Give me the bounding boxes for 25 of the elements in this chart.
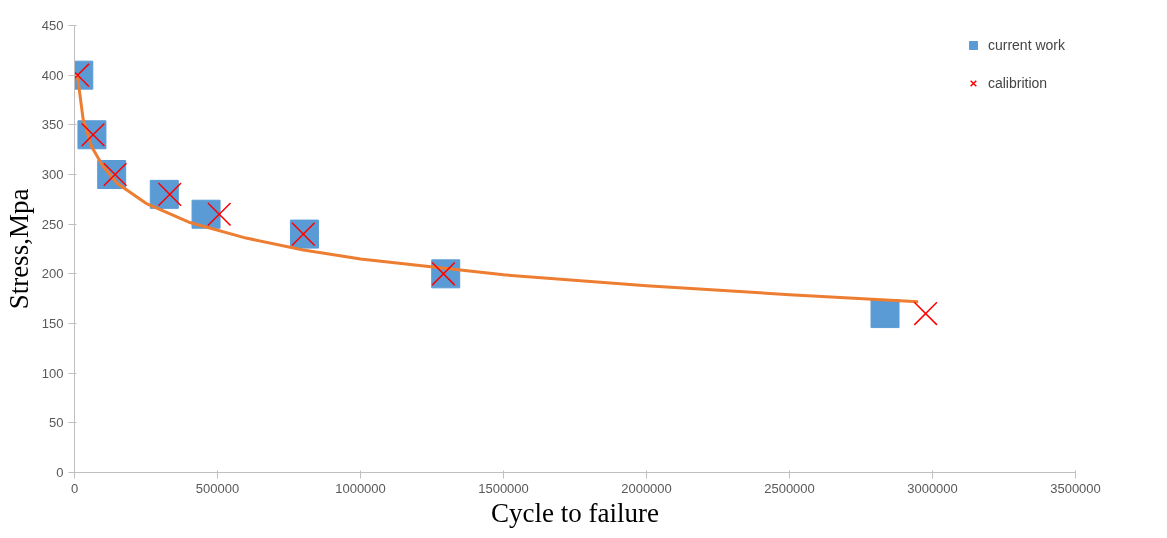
y-tick-label: 250 [41,216,64,232]
x-axis-title: Cycle to failure [491,497,659,528]
y-axis-title: Stress,Mpa [3,188,34,310]
x-tick-label: 1000000 [335,480,386,496]
point [913,301,938,326]
point [207,202,232,227]
x-tick-label: 2000000 [621,480,672,496]
y-tick-label: 300 [41,167,64,182]
y-tick-label: 200 [41,266,64,282]
y-tick-label: 150 [41,316,64,331]
point [870,299,900,329]
x-tick-label: 500000 [195,480,240,496]
y-tick-label: 350 [41,117,64,133]
x-tick-label: 3500000 [1050,480,1101,496]
legend-label: calibrition [987,75,1048,91]
legend-label: current work [987,37,1065,53]
y-tick-label: 100 [41,365,64,381]
y-tick-label: 400 [41,67,64,83]
x-tick-label: 2500000 [764,480,815,496]
y-tick-label: 50 [49,415,64,431]
x-tick-label: 0 [70,480,79,496]
x-tick-label: 3000000 [907,480,958,496]
y-tick-label: 450 [41,18,64,33]
y-tick-label: 0 [56,465,64,480]
x-tick-label: 1500000 [478,480,529,496]
